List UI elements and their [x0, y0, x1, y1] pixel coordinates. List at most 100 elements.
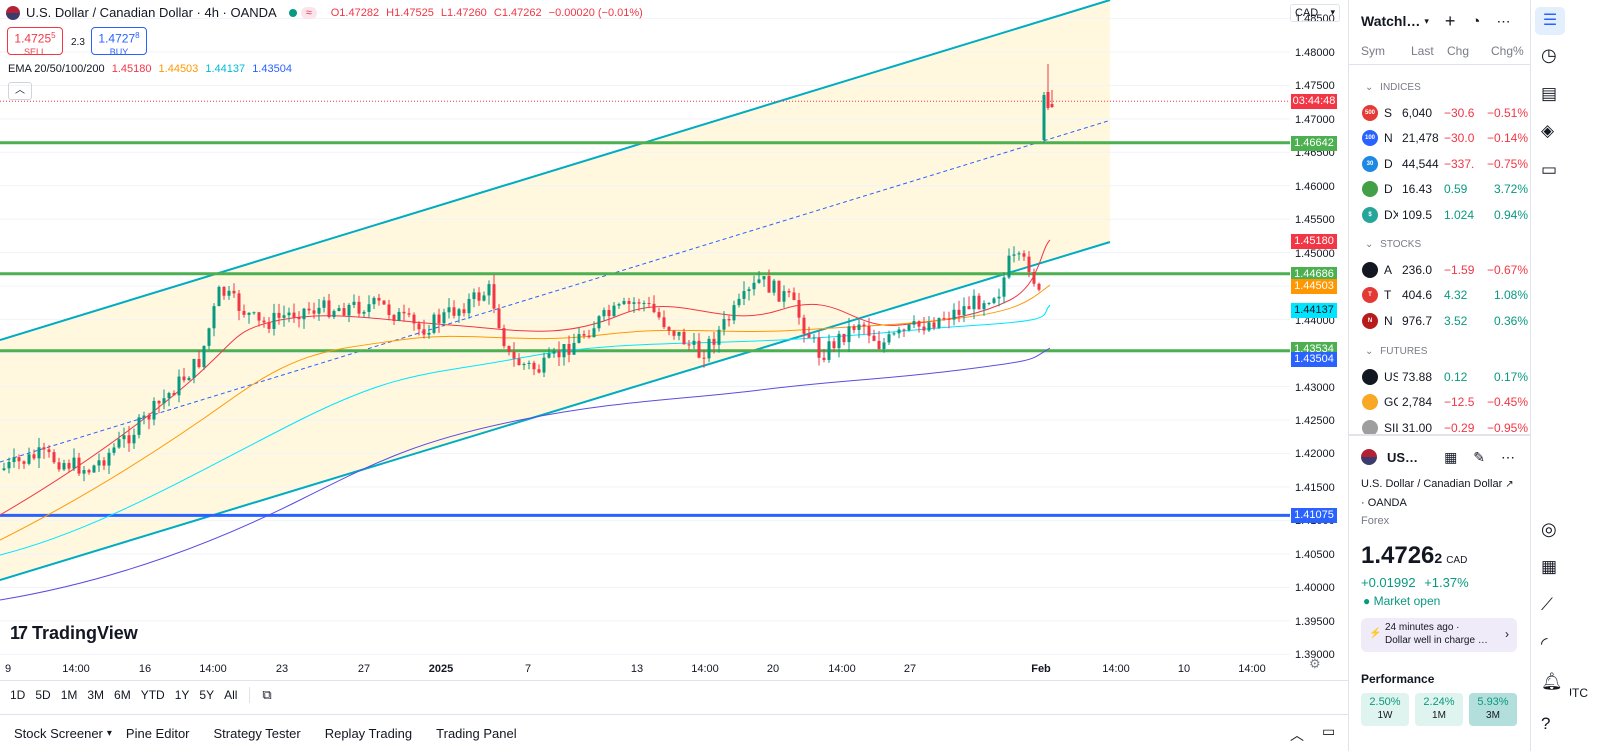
candle-body	[67, 463, 71, 469]
settings-gear-icon[interactable]: ⚙	[1309, 656, 1321, 671]
candle-body	[367, 304, 371, 312]
watchlist-row[interactable]: 100 N 21,478 −30.0 −0.14%	[1349, 126, 1530, 151]
candle-body	[1002, 277, 1006, 297]
time-tick: Feb	[1031, 663, 1051, 675]
chat-icon[interactable]: ▭	[1541, 160, 1558, 179]
column-sym[interactable]: Sym	[1361, 44, 1385, 58]
column-chg[interactable]: Chg	[1447, 44, 1470, 58]
symbol-ticker: GC	[1384, 395, 1398, 409]
watchlist-row[interactable]: T T 404.6 4.32 1.08%	[1349, 283, 1530, 308]
candle-body	[797, 300, 801, 318]
chevron-down-icon[interactable]: ▾	[1424, 15, 1429, 26]
edit-icon[interactable]: ✎	[1473, 448, 1486, 465]
details-name[interactable]: U.S. Dollar / Canadian Dollar ↗	[1361, 478, 1514, 490]
chevron-up-icon[interactable]: ︿	[1290, 727, 1304, 743]
ema20-value: 1.45180	[111, 63, 152, 75]
bell-icon[interactable]: 🔔︎	[1541, 672, 1563, 691]
target-icon[interactable]: ◎	[1541, 519, 1557, 539]
candle-body	[702, 357, 706, 359]
column-last[interactable]: Last	[1411, 44, 1434, 58]
candle-body	[27, 454, 31, 464]
candle-body	[207, 328, 211, 346]
tab-strategy-tester[interactable]: Strategy Tester	[213, 725, 301, 741]
candle-body	[477, 292, 481, 301]
grid-icon[interactable]: ▦	[1444, 448, 1458, 465]
section-stocks[interactable]: ⌄ STOCKS	[1365, 239, 1421, 250]
tab-pine-editor[interactable]: Pine Editor	[125, 725, 190, 741]
range-1y[interactable]: 1Y	[174, 687, 190, 702]
tradingview-logo[interactable]: 17 TradingView	[10, 623, 138, 644]
chart-pie-icon[interactable]: ◔	[1471, 12, 1481, 30]
candle-body	[512, 351, 516, 359]
data-window-icon[interactable]: ▤	[1541, 84, 1558, 103]
price-tick: 1.45500	[1295, 214, 1335, 227]
watchlist-title[interactable]: Watchl…	[1361, 13, 1421, 29]
tab-replay-trading[interactable]: Replay Trading	[324, 725, 413, 741]
candle-body	[177, 376, 181, 396]
calendar-icon[interactable]: ▦	[1541, 557, 1558, 576]
range-ytd[interactable]: YTD	[140, 687, 165, 702]
watchlist-row[interactable]: GC 2,784 −12.5 −0.45%	[1349, 390, 1530, 415]
watchlist-row[interactable]: N N 976.7 3.52 0.36%	[1349, 308, 1530, 333]
range-3m[interactable]: 3M	[87, 687, 105, 702]
maximize-icon[interactable]: ▭	[1322, 723, 1336, 739]
tab-trading-panel[interactable]: Trading Panel	[436, 725, 517, 741]
candle-body	[137, 417, 141, 435]
perf-1w[interactable]: 2.50% 1W	[1361, 693, 1409, 726]
watchlist-row[interactable]: 30 D 44,544 −337. −0.75%	[1349, 151, 1530, 176]
buy-button[interactable]: 1.47278 BUY	[91, 27, 147, 57]
watchlist-row[interactable]: A 236.0 −1.59 −0.67%	[1349, 257, 1530, 282]
column-chg-pct[interactable]: Chg%	[1491, 44, 1524, 58]
market-status[interactable]: ● Market open	[1363, 594, 1440, 608]
candle-body	[667, 327, 671, 331]
candlestick-chart[interactable]	[0, 0, 1290, 676]
candle-body	[772, 280, 776, 293]
ema-label: EMA 20/50/100/200	[8, 63, 105, 75]
candle-body	[247, 312, 251, 315]
help-icon[interactable]: ?	[1541, 714, 1551, 733]
date-range-icon[interactable]: ⧉	[262, 686, 272, 702]
tab-stock-screener[interactable]: Stock Screener	[14, 725, 103, 741]
change-percent: 0.17%	[1493, 369, 1528, 384]
range-6m[interactable]: 6M	[114, 687, 131, 702]
currency-select[interactable]: CAD ▾	[1290, 4, 1340, 22]
collapse-legend-button[interactable]: ︿	[8, 82, 32, 100]
details-symbol[interactable]: US…	[1387, 449, 1419, 465]
alarm-clock-icon[interactable]: ◷	[1541, 45, 1557, 65]
candle-body	[437, 314, 441, 324]
watchlist-icon[interactable]: ☰	[1535, 7, 1565, 35]
chevron-down-icon[interactable]: ▾	[106, 727, 112, 739]
chart-area[interactable]	[0, 0, 1290, 676]
range-1d[interactable]: 1D	[10, 687, 26, 702]
trend-line-icon[interactable]: ⟋	[1541, 595, 1553, 614]
section-futures[interactable]: ⌄ FUTURES	[1365, 346, 1427, 357]
perf-1m[interactable]: 2.24% 1M	[1415, 693, 1463, 726]
candle-body	[622, 301, 626, 305]
candle-body	[562, 344, 566, 358]
watchlist-row[interactable]: $ DX 109.5 1.024 0.94%	[1349, 202, 1530, 227]
watchlist-row[interactable]: D 16.43 0.59 3.72%	[1349, 177, 1530, 202]
range-5y[interactable]: 5Y	[199, 687, 215, 702]
price-axis[interactable]: 1.48500 1.48000 1.47500 1.47000 1.46500 1.460…	[1290, 0, 1348, 676]
candle-body	[952, 309, 956, 320]
range-5d[interactable]: 5D	[35, 687, 51, 702]
perf-3m[interactable]: 5.93% 3M	[1469, 693, 1517, 726]
symbol-logo-icon	[1362, 181, 1378, 197]
watchlist-row[interactable]: US 73.88 0.12 0.17%	[1349, 364, 1530, 389]
more-icon[interactable]: ⋯	[1496, 12, 1511, 29]
time-tick: 13	[630, 663, 644, 675]
ema-legend[interactable]: EMA 20/50/100/200 1.45180 1.44503 1.4413…	[8, 63, 296, 75]
more-icon[interactable]: ⋯	[1501, 448, 1516, 465]
range-all[interactable]: All	[224, 687, 238, 702]
candle-body	[887, 334, 891, 343]
section-indices[interactable]: ⌄ INDICES	[1365, 82, 1421, 93]
watchlist-row[interactable]: 500 S 6,040 −30.6 −0.51%	[1349, 100, 1530, 125]
sell-button[interactable]: 1.47255 SELL	[7, 27, 63, 57]
layers-icon[interactable]: ◈	[1541, 121, 1555, 140]
rss-icon[interactable]: ◜	[1541, 634, 1548, 653]
range-1m[interactable]: 1M	[60, 687, 78, 702]
news-card[interactable]: ⚡ 24 minutes ago · Dollar well in charge…	[1361, 618, 1517, 652]
add-symbol-icon[interactable]: +	[1444, 10, 1456, 31]
watchlist-row[interactable]: SIL 31.00 −0.29 −0.95%	[1349, 415, 1530, 440]
symbol-title[interactable]: U.S. Dollar / Canadian Dollar · 4h · OAN…	[26, 5, 277, 20]
